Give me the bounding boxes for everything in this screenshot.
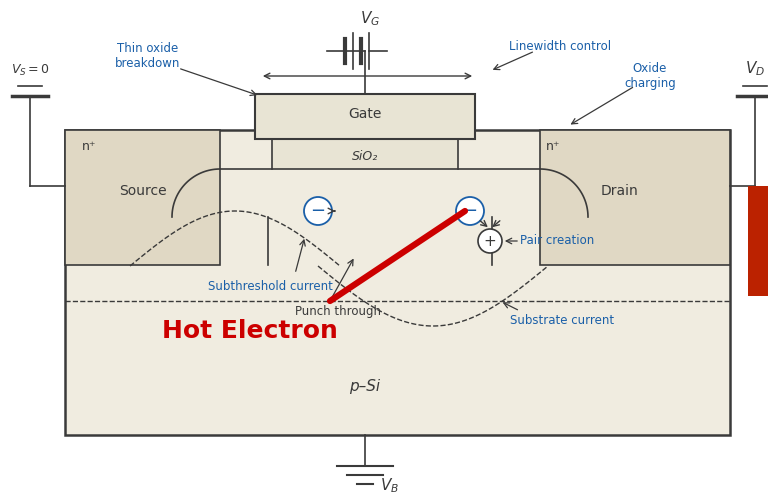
Bar: [65, 130, 220, 265]
Bar: [65, 130, 730, 435]
Circle shape: [304, 197, 332, 225]
Bar: [748, 186, 768, 296]
Text: Pair creation: Pair creation: [520, 235, 594, 248]
Text: Hot Electron: Hot Electron: [162, 319, 338, 343]
Circle shape: [478, 229, 502, 253]
Text: Subthreshold current: Subthreshold current: [207, 280, 333, 293]
Bar: [272, 139, 458, 169]
Text: −: −: [310, 202, 326, 220]
Text: $V_G$: $V_G$: [360, 9, 380, 28]
Text: n⁺: n⁺: [82, 139, 97, 152]
Text: +: +: [484, 234, 496, 248]
Text: Gate: Gate: [349, 107, 382, 121]
Text: Punch through: Punch through: [295, 305, 381, 317]
Text: Source: Source: [119, 184, 167, 198]
Text: Substrate current: Substrate current: [510, 314, 614, 327]
Text: $V_B$: $V_B$: [380, 476, 399, 495]
Bar: [255, 94, 475, 139]
Text: $V_D$: $V_D$: [745, 60, 765, 78]
Circle shape: [456, 197, 484, 225]
Text: Oxide
charging: Oxide charging: [624, 62, 676, 90]
Text: −: −: [462, 202, 478, 220]
Bar: [540, 130, 730, 265]
Text: Drain: Drain: [601, 184, 639, 198]
Text: Thin oxide
breakdown: Thin oxide breakdown: [115, 42, 180, 70]
Text: n⁺: n⁺: [546, 139, 561, 152]
Text: Linewidth control: Linewidth control: [509, 40, 611, 53]
Text: $V_S = 0$: $V_S = 0$: [11, 63, 49, 78]
Text: SiO₂: SiO₂: [352, 149, 378, 163]
Text: p–Si: p–Si: [349, 378, 381, 393]
